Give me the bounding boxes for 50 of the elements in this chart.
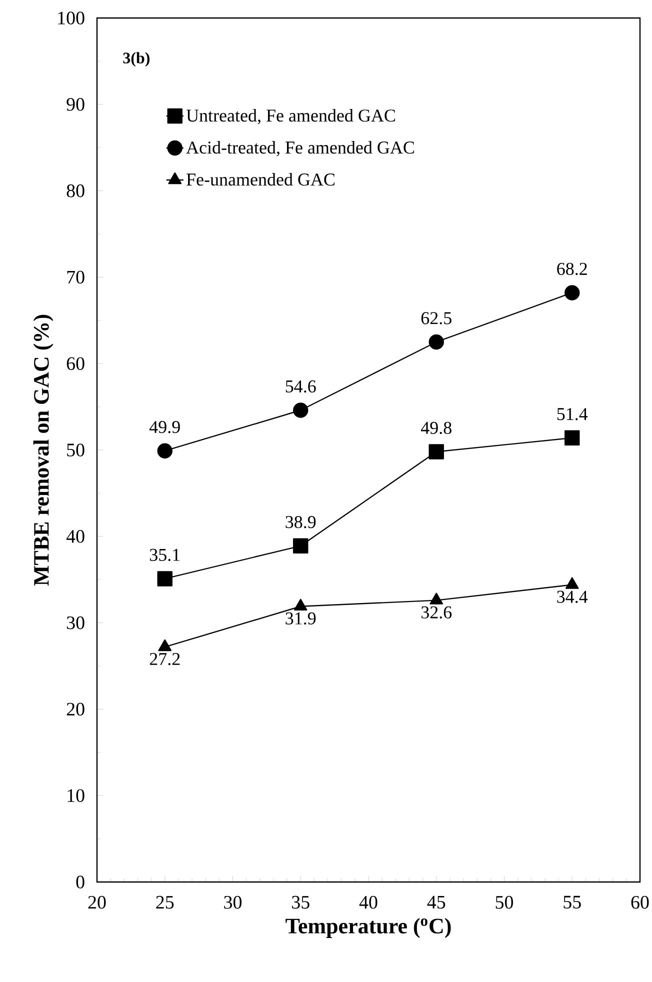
- x-tick-label: 35: [292, 896, 310, 909]
- y-tick-label: 80: [66, 184, 84, 198]
- x-tick-label: 20: [88, 896, 106, 909]
- y-axis-title: MTBE removal on GAC (%): [33, 314, 54, 586]
- y-tick-label: 90: [66, 98, 84, 111]
- point: [157, 443, 172, 458]
- x-tick-label: 40: [359, 896, 378, 909]
- x-tick-label: 55: [564, 896, 581, 909]
- x-tick-label: 60: [631, 896, 649, 909]
- point: [428, 334, 444, 350]
- x-tick-label: 50: [496, 896, 514, 909]
- point: [430, 592, 444, 604]
- y-tick-label: 10: [68, 789, 84, 802]
- legend-label: Fe-unamended GAC: [186, 172, 334, 186]
- point: [293, 402, 308, 418]
- legend-label: Acid-treated, Fe amended GAC: [186, 140, 414, 156]
- data-label: 32.6: [421, 606, 452, 619]
- data-label: 49.9: [149, 421, 180, 434]
- point: [564, 285, 580, 300]
- point: [294, 598, 308, 610]
- point: [158, 639, 172, 652]
- x-axis-title: Temperature ($^{o}$C): [286, 918, 451, 938]
- data-label: 54.6: [286, 380, 316, 393]
- point: [564, 430, 580, 446]
- y-tick-label: 0: [76, 876, 84, 888]
- y-tick-label: 40: [66, 530, 84, 543]
- point: [428, 444, 444, 460]
- data-label: 34.4: [557, 590, 588, 603]
- point: [157, 571, 172, 586]
- y-tick-label: 100: [58, 12, 84, 24]
- data-label: 68.2: [557, 262, 587, 276]
- x-tick-label: 45: [427, 896, 446, 909]
- data-label: 35.1: [150, 548, 180, 562]
- point: [293, 538, 308, 554]
- x-tick-label: 30: [224, 896, 242, 909]
- point: [565, 577, 579, 589]
- data-label: 31.9: [286, 612, 316, 625]
- annotation: 3(b): [123, 52, 150, 67]
- y-tick-label: 70: [67, 270, 84, 284]
- y-tick-label: 50: [67, 444, 84, 456]
- y-tick-label: 60: [66, 357, 84, 370]
- y-tick-label: 30: [66, 616, 84, 630]
- data-label: 38.9: [286, 516, 316, 528]
- y-tick-label: 20: [66, 702, 84, 716]
- legend-label: Untreated, Fe amended GAC: [186, 108, 395, 124]
- data-label: 51.4: [557, 408, 588, 420]
- x-tick-label: 25: [156, 896, 174, 909]
- data-label: 62.5: [421, 312, 452, 324]
- data-label: 27.2: [150, 653, 180, 666]
- data-label: 49.8: [420, 422, 452, 434]
